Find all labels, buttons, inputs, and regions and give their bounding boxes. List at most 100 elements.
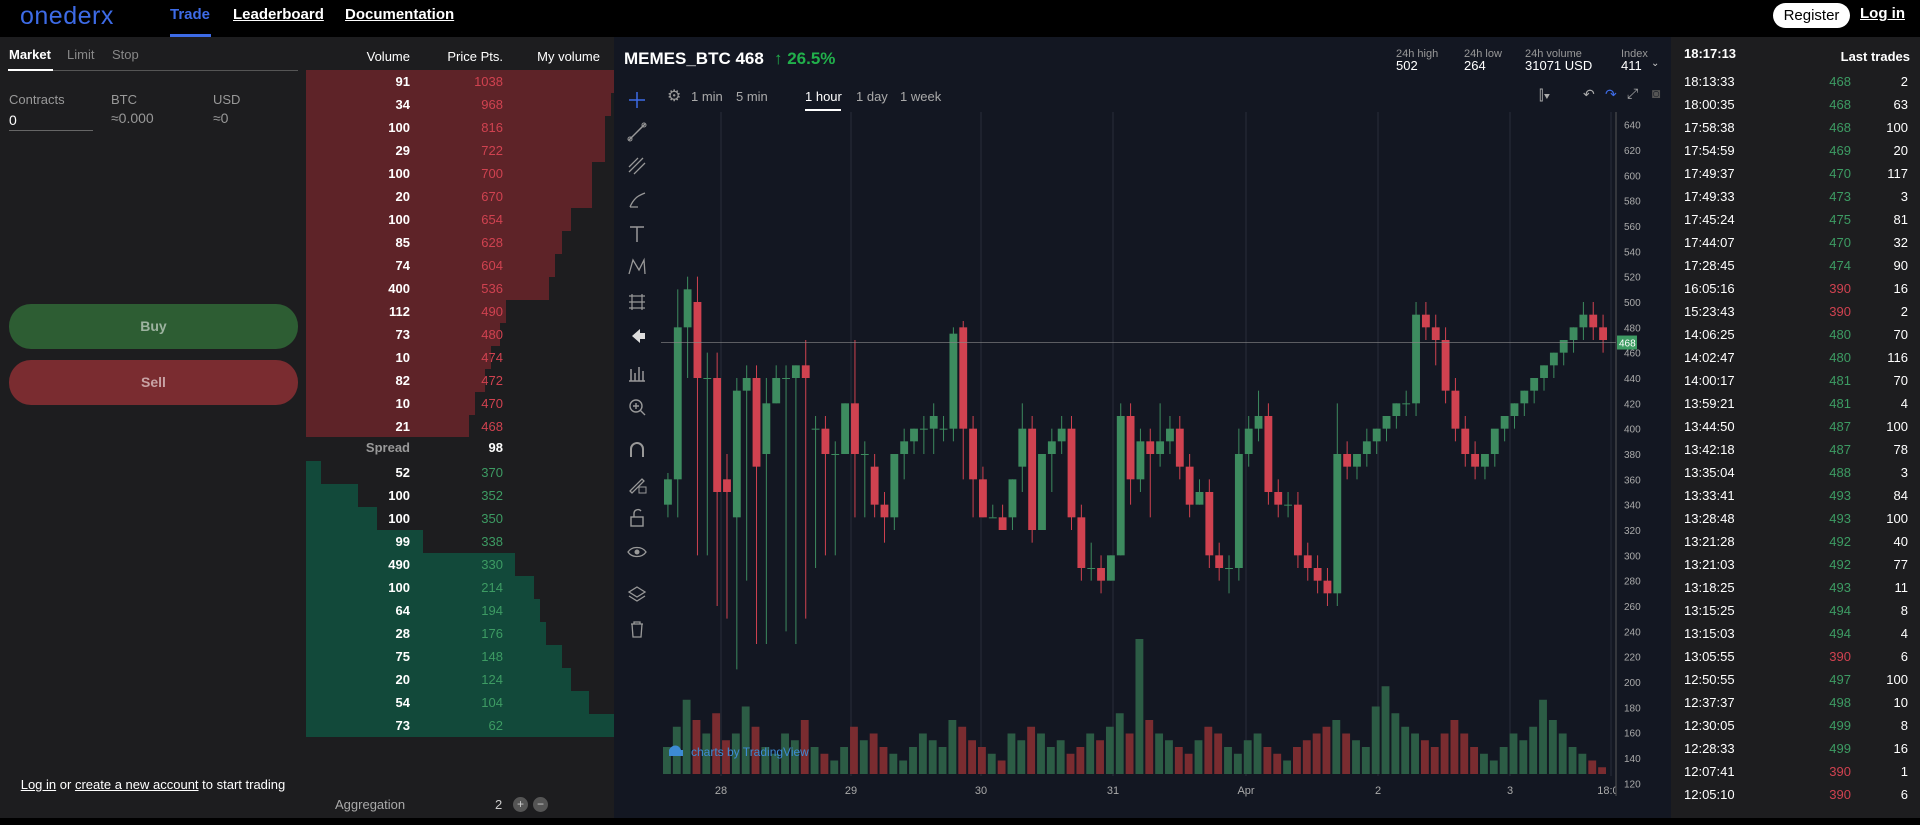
brush-icon[interactable] bbox=[626, 189, 648, 211]
aggregation-increase-button[interactable]: + bbox=[513, 797, 528, 812]
ask-row[interactable]: 400 536 bbox=[306, 277, 614, 300]
hide-toolbar-arrow-icon[interactable] bbox=[626, 325, 648, 347]
bid-row[interactable]: 100 352 bbox=[306, 484, 614, 507]
ask-price: 700 bbox=[481, 166, 503, 181]
register-button[interactable]: Register bbox=[1773, 3, 1850, 28]
aggregation-decrease-button[interactable]: − bbox=[533, 797, 548, 812]
ask-row[interactable]: 29 722 bbox=[306, 139, 614, 162]
lock-drawings-icon[interactable] bbox=[626, 473, 648, 495]
bid-price: 338 bbox=[481, 534, 503, 549]
measure-icon[interactable] bbox=[626, 362, 648, 384]
timeframe-1min[interactable]: 1 min bbox=[691, 89, 723, 104]
trade-time: 17:54:59 bbox=[1684, 143, 1735, 158]
ask-row[interactable]: 85 628 bbox=[306, 231, 614, 254]
volume-bar bbox=[1046, 747, 1055, 774]
volume-bar bbox=[1076, 747, 1085, 774]
timeframe-1week[interactable]: 1 week bbox=[900, 89, 942, 104]
login-link[interactable]: Log in bbox=[1860, 5, 1905, 22]
candle-style-icon[interactable]: ⫿▾ bbox=[1539, 87, 1551, 103]
logo[interactable]: onederx bbox=[20, 2, 114, 30]
settings-gear-icon[interactable]: ⚙ bbox=[667, 88, 682, 105]
candle-body bbox=[1077, 517, 1086, 568]
trade-row: 17:58:38 468 100 bbox=[1671, 116, 1920, 139]
trade-price: 498 bbox=[1829, 695, 1851, 710]
candle-body bbox=[1185, 466, 1194, 505]
ask-row[interactable]: 74 604 bbox=[306, 254, 614, 277]
bid-row[interactable]: 64 194 bbox=[306, 599, 614, 622]
volume-bar bbox=[1066, 753, 1075, 774]
create-account-link[interactable]: create a new account bbox=[74, 777, 199, 792]
nav-trade[interactable]: Trade bbox=[170, 6, 211, 23]
eye-icon[interactable] bbox=[626, 541, 648, 563]
bid-depth-bar bbox=[306, 553, 516, 576]
ask-row[interactable]: 91 1038 bbox=[306, 70, 614, 93]
ask-row[interactable]: 100 700 bbox=[306, 162, 614, 185]
y-tick-label: 120 bbox=[1624, 779, 1641, 790]
nav-leaderboard[interactable]: Leaderboard bbox=[233, 6, 324, 23]
bid-row[interactable]: 52 370 bbox=[306, 461, 614, 484]
fullscreen-icon[interactable]: ⤢ bbox=[1627, 85, 1639, 101]
tab-market[interactable]: Market bbox=[9, 47, 51, 62]
redo-icon[interactable]: ↷ bbox=[1605, 86, 1617, 102]
bid-depth-bar bbox=[306, 576, 534, 599]
ask-row[interactable]: 10 474 bbox=[306, 346, 614, 369]
trend-line-icon[interactable] bbox=[626, 121, 648, 143]
undo-icon[interactable]: ↶ bbox=[1583, 86, 1595, 102]
bid-row[interactable]: 54 104 bbox=[306, 691, 614, 714]
fib-tool-icon[interactable] bbox=[626, 155, 648, 177]
ask-row[interactable]: 82 472 bbox=[306, 369, 614, 392]
price-chart[interactable]: 28 29 30 31 Apr 2 3 18:006406206005805605405205… bbox=[661, 112, 1671, 812]
footer-login-link[interactable]: Log in bbox=[20, 777, 57, 792]
bid-row[interactable]: 20 124 bbox=[306, 668, 614, 691]
y-tick-label: 420 bbox=[1624, 399, 1641, 410]
bid-row[interactable]: 73 62 bbox=[306, 714, 614, 737]
trade-row: 12:50:55 497 100 bbox=[1671, 668, 1920, 691]
tab-stop[interactable]: Stop bbox=[112, 47, 139, 62]
ask-price: 670 bbox=[481, 189, 503, 204]
contracts-input[interactable] bbox=[9, 109, 93, 131]
ask-row[interactable]: 20 670 bbox=[306, 185, 614, 208]
bid-row[interactable]: 28 176 bbox=[306, 622, 614, 645]
trade-row: 15:23:43 390 2 bbox=[1671, 300, 1920, 323]
crosshair-icon[interactable] bbox=[626, 89, 648, 111]
prediction-tool-icon[interactable] bbox=[626, 291, 648, 313]
timeframe-5min[interactable]: 5 min bbox=[736, 89, 768, 104]
timeframe-1hour[interactable]: 1 hour bbox=[805, 89, 842, 104]
ask-volume: 29 bbox=[395, 143, 410, 158]
layers-icon[interactable] bbox=[626, 584, 648, 606]
ask-row[interactable]: 100 654 bbox=[306, 208, 614, 231]
ask-row[interactable]: 10 470 bbox=[306, 392, 614, 415]
bid-row[interactable]: 100 214 bbox=[306, 576, 614, 599]
bid-row[interactable]: 99 338 bbox=[306, 530, 614, 553]
trade-quantity: 16 bbox=[1893, 281, 1908, 296]
ask-depth-bar bbox=[306, 346, 491, 369]
ask-row[interactable]: 34 968 bbox=[306, 93, 614, 116]
ask-row[interactable]: 100 816 bbox=[306, 116, 614, 139]
magnet-icon[interactable] bbox=[626, 439, 648, 461]
screenshot-camera-icon[interactable]: ◙ bbox=[1652, 85, 1661, 101]
bid-row[interactable]: 490 330 bbox=[306, 553, 614, 576]
nav-documentation[interactable]: Documentation bbox=[345, 6, 455, 23]
index-dropdown-icon[interactable]: ⌄ bbox=[1651, 58, 1660, 69]
bid-row[interactable]: 100 350 bbox=[306, 507, 614, 530]
timeframe-1day[interactable]: 1 day bbox=[856, 89, 888, 104]
zoom-in-icon[interactable] bbox=[626, 396, 648, 418]
ask-row[interactable]: 73 480 bbox=[306, 323, 614, 346]
chart-panel: MEMES_BTC 468 ↑ 26.5% 24h high 502 24h l… bbox=[614, 37, 1671, 818]
volume-bar bbox=[1548, 720, 1557, 774]
volume-bar bbox=[1253, 733, 1262, 774]
trash-icon[interactable] bbox=[626, 618, 648, 640]
trade-quantity: 100 bbox=[1886, 672, 1908, 687]
ask-row[interactable]: 112 490 bbox=[306, 300, 614, 323]
ask-row[interactable]: 21 468 bbox=[306, 415, 614, 438]
candle-body bbox=[1313, 568, 1322, 581]
sell-button[interactable]: Sell bbox=[9, 360, 298, 405]
buy-button[interactable]: Buy bbox=[9, 304, 298, 349]
text-tool-icon[interactable] bbox=[626, 223, 648, 245]
bid-row[interactable]: 75 148 bbox=[306, 645, 614, 668]
tab-limit[interactable]: Limit bbox=[67, 47, 95, 62]
unlock-icon[interactable] bbox=[626, 507, 648, 529]
volume-bar bbox=[1401, 726, 1410, 774]
candle-body bbox=[949, 333, 958, 429]
pattern-tool-icon[interactable] bbox=[626, 256, 648, 278]
